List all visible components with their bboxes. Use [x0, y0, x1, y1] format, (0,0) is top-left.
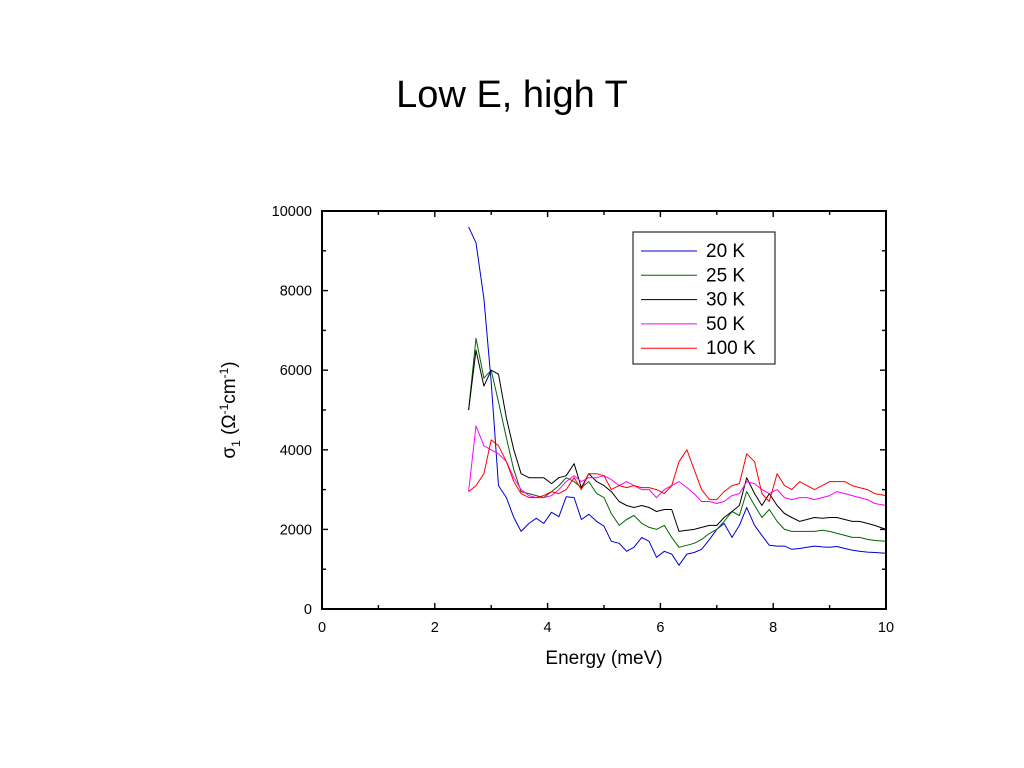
legend-label: 20 K — [706, 241, 745, 262]
x-tick-label: 6 — [656, 620, 664, 636]
x-tick-label: 0 — [318, 620, 326, 636]
x-axis-label: Energy (meV) — [545, 648, 662, 669]
legend-label: 25 K — [706, 265, 745, 286]
y-label-unit: ) — [219, 361, 240, 367]
y-label-symbol: σ — [219, 447, 240, 459]
y-tick-label: 4000 — [280, 443, 312, 459]
y-label-subscript: 1 — [229, 440, 243, 447]
series-line — [468, 337, 887, 548]
x-tick-label: 2 — [431, 620, 439, 636]
series-line — [468, 226, 887, 566]
legend-label: 50 K — [706, 314, 745, 335]
y-tick-label: 10000 — [272, 204, 312, 220]
axis-ticks — [321, 210, 887, 610]
x-tick-label: 8 — [769, 620, 777, 636]
slide-title: Low E, high T — [396, 74, 628, 116]
series-lines — [468, 226, 887, 566]
y-axis-label: σ1 (Ω-1cm-1) — [217, 361, 243, 458]
x-tick-label: 4 — [544, 620, 552, 636]
plot-frame — [321, 210, 887, 610]
legend-box — [632, 231, 776, 365]
y-label-superscript: -1 — [217, 403, 231, 414]
y-label-unit: (Ω — [219, 414, 240, 440]
y-tick-label: 8000 — [280, 284, 312, 300]
series-line — [468, 349, 887, 532]
legend: 20 K 25 K 30 K 50 K 100 K — [632, 231, 776, 365]
legend-label: 100 K — [706, 338, 756, 359]
legend-label: 30 K — [706, 290, 745, 311]
y-tick-label: 0 — [304, 602, 312, 618]
y-label-unit: cm — [219, 378, 240, 403]
tick-labels: 0 2 4 6 8 10 0 2000 4000 6000 8000 10000 — [272, 204, 894, 636]
series-line — [468, 439, 887, 502]
x-tick-label: 10 — [878, 620, 894, 636]
y-label-superscript: -1 — [217, 367, 231, 378]
y-tick-label: 2000 — [280, 522, 312, 538]
y-tick-label: 6000 — [280, 363, 312, 379]
